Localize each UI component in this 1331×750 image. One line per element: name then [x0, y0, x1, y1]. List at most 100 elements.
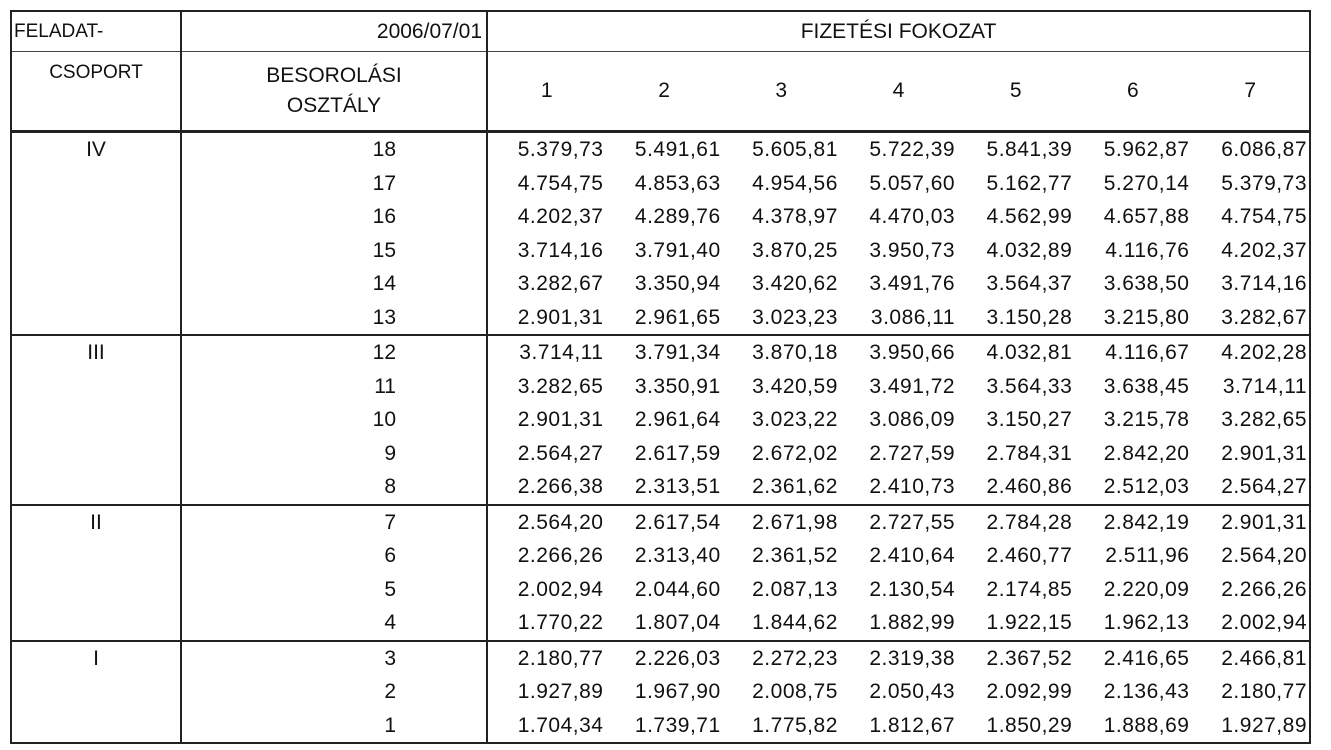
group-label-bottom: CSOPORT: [10, 51, 182, 133]
salary-cell: 4.954,56: [752, 171, 838, 195]
salary-cell: 1.812,67: [839, 708, 958, 744]
salary-cell: 4.853,63: [634, 171, 721, 195]
class-cell: 8: [180, 470, 488, 505]
class-cell: 17: [180, 166, 488, 200]
salary-cell: 5.057,60: [869, 171, 956, 195]
salary-cell: 2.961,64: [634, 408, 721, 432]
salary-cell: 2.087,13: [752, 577, 838, 601]
salary-cell: 3.791,40: [634, 238, 721, 262]
salary-cell: 5.841,39: [986, 138, 1073, 162]
salary-cell: 1.807,04: [634, 611, 721, 635]
group-cell: [10, 403, 182, 437]
class-cell: 10: [180, 403, 488, 437]
salary-cell: 2.002,94: [1191, 606, 1311, 641]
salary-cell: 1.844,62: [752, 611, 838, 635]
table-row: 5 2.002,94 2.044,60 2.087,13 2.130,54 2.174,8…: [10, 572, 1311, 606]
salary-cell: 2.367,52: [957, 639, 1075, 675]
salary-cell: 2.460,86: [986, 475, 1073, 499]
class-cell: 15: [180, 233, 488, 267]
table-row: 9 2.564,27 2.617,59 2.672,02 2.727,59 2.784,3…: [10, 436, 1311, 470]
salary-cell: 1.922,15: [986, 611, 1073, 635]
salary-cell: 3.714,16: [1191, 267, 1311, 301]
class-cell: 4: [180, 606, 488, 641]
group-label-top: FELADAT-: [10, 10, 182, 52]
group-cell: [10, 369, 182, 403]
salary-cell: 5.379,73: [1191, 166, 1311, 200]
salary-cell: 1.704,34: [487, 708, 606, 744]
salary-cell: 3.350,91: [634, 374, 721, 398]
salary-cell: 3.491,72: [869, 374, 956, 398]
salary-cell: 5.962,87: [1103, 138, 1190, 162]
table-row: 8 2.266,38 2.313,51 2.361,62 2.410,73 2.460,8…: [10, 470, 1311, 505]
grade-header: 2: [605, 51, 723, 133]
salary-cell: 4.202,37: [517, 205, 604, 229]
salary-cell: 2.901,31: [517, 408, 604, 432]
group-cell: [10, 300, 182, 335]
salary-cell: 5.162,77: [986, 171, 1073, 195]
salary-cell: 5.491,61: [634, 138, 721, 162]
salary-cell: 2.319,38: [839, 639, 958, 675]
group-cell: [10, 436, 182, 470]
salary-cell: 4.116,76: [1105, 238, 1190, 262]
salary-cell: 1.967,90: [634, 680, 721, 704]
table-row: 17 4.754,75 4.853,63 4.954,56 5.057,60 5.162,…: [10, 166, 1311, 200]
salary-cell: 2.313,51: [634, 475, 721, 499]
salary-cell: 3.023,23: [752, 305, 838, 329]
table-row: 2 1.927,89 1.967,90 2.008,75 2.050,43 2.092,9…: [10, 675, 1311, 709]
grade-title: FIZETÉSI FOKOZAT: [486, 10, 1311, 52]
grade-header: 4: [839, 51, 958, 133]
salary-cell: 1.739,71: [605, 708, 723, 744]
class-cell: 7: [180, 503, 488, 539]
salary-cell: 3.282,65: [517, 374, 604, 398]
salary-cell: 3.282,65: [1191, 403, 1311, 437]
salary-cell: 2.671,98: [722, 503, 840, 539]
table-row: I 3 2.180,77 2.226,03 2.272,23 2.319,38 2.367,…: [10, 639, 1311, 675]
salary-cell: 5.722,39: [869, 138, 956, 162]
salary-cell: 2.044,60: [634, 577, 721, 601]
salary-cell: 4.657,88: [1103, 205, 1190, 229]
group-cell: [10, 708, 182, 744]
salary-cell: 3.564,37: [986, 272, 1073, 296]
class-cell: 3: [180, 639, 488, 675]
salary-cell: 6.086,87: [1191, 131, 1311, 167]
salary-cell: 2.961,65: [634, 305, 721, 329]
salary-cell: 2.220,09: [1103, 577, 1190, 601]
group-cell: [10, 267, 182, 301]
group-cell: [10, 200, 182, 234]
table-row: 15 3.714,16 3.791,40 3.870,25 3.950,73 4.032,…: [10, 233, 1311, 267]
salary-cell: 2.180,77: [487, 639, 606, 675]
salary-cell: 2.842,20: [1103, 441, 1190, 465]
class-label-line2: OSZTÁLY: [286, 94, 382, 117]
salary-cell: 3.150,28: [986, 305, 1073, 329]
group-cell: [10, 166, 182, 200]
salary-cell: 2.008,75: [752, 680, 838, 704]
salary-cell: 1.775,82: [722, 708, 840, 744]
salary-cell: 2.842,19: [1074, 503, 1192, 539]
salary-cell: 2.617,59: [634, 441, 721, 465]
table-row: 16 4.202,37 4.289,76 4.378,97 4.470,03 4.562,…: [10, 200, 1311, 234]
salary-cell: 2.266,38: [517, 475, 604, 499]
salary-cell: 2.784,31: [986, 441, 1073, 465]
group-cell: [10, 539, 182, 573]
salary-cell: 2.174,85: [986, 577, 1073, 601]
salary-cell: 2.564,27: [517, 441, 604, 465]
grade-header: 1: [487, 51, 606, 133]
salary-cell: 4.202,37: [1191, 233, 1311, 267]
salary-cell: 2.266,26: [1191, 572, 1311, 606]
salary-cell: 3.950,66: [839, 334, 958, 370]
salary-cell: 3.714,16: [517, 238, 604, 262]
salary-cell: 3.791,34: [605, 334, 723, 370]
table-row: 1 1.704,34 1.739,71 1.775,82 1.812,67 1.850,2…: [10, 708, 1311, 744]
salary-cell: 1.770,22: [517, 611, 604, 635]
salary-cell: 1.850,29: [957, 708, 1075, 744]
table-row: 13 2.901,31 2.961,65 3.023,23 3.086,11 3.150,…: [10, 300, 1311, 335]
salary-cell: 2.460,77: [986, 544, 1073, 568]
salary-cell: 2.272,23: [722, 639, 840, 675]
class-cell: 5: [180, 572, 488, 606]
group-cell: [10, 233, 182, 267]
class-cell: 6: [180, 539, 488, 573]
salary-cell: 3.870,18: [722, 334, 840, 370]
class-cell: 11: [180, 369, 488, 403]
salary-cell: 2.901,31: [1191, 436, 1311, 470]
salary-cell: 3.215,80: [1103, 305, 1190, 329]
